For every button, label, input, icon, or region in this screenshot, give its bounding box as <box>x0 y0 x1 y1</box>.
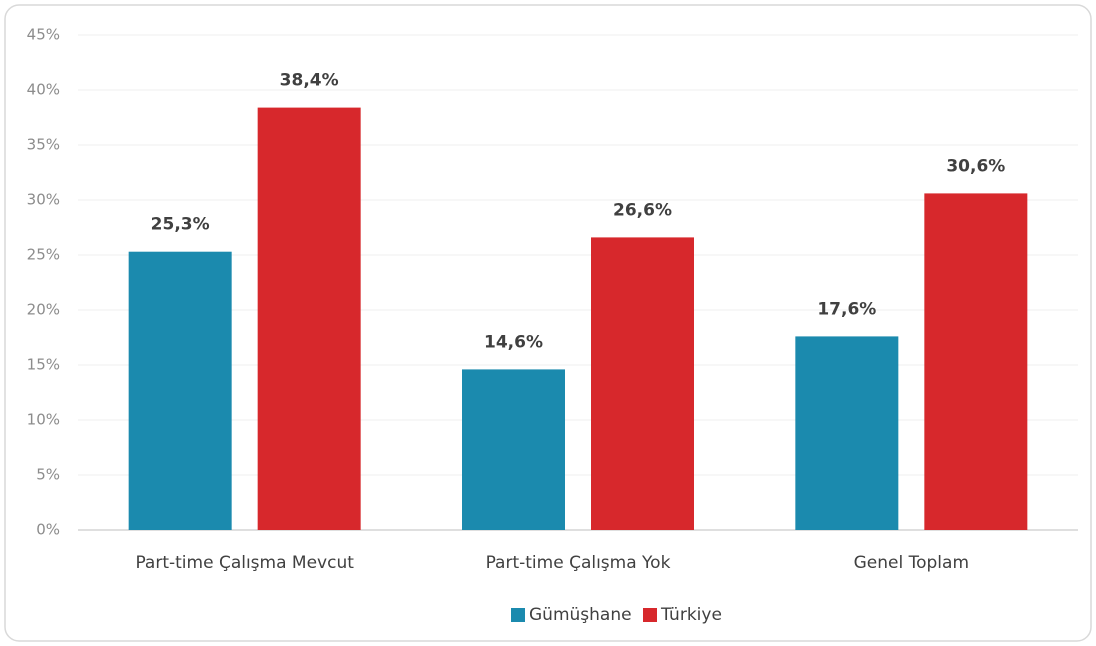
bar <box>462 369 565 530</box>
data-label: 14,6% <box>484 332 543 352</box>
bar <box>795 336 899 530</box>
bar <box>591 237 694 530</box>
x-tick-label: Genel Toplam <box>854 553 969 573</box>
x-tick-label: Part-time Çalışma Yok <box>486 553 671 573</box>
bar <box>257 107 361 530</box>
data-label: 17,6% <box>817 299 876 319</box>
y-tick-label: 10% <box>27 411 60 429</box>
y-tick-label: 25% <box>27 246 60 264</box>
legend-label: Gümüşhane <box>529 605 632 625</box>
data-label: 26,6% <box>613 200 672 220</box>
data-label: 38,4% <box>280 71 339 91</box>
y-tick-label: 40% <box>27 81 60 99</box>
legend-swatch <box>643 608 657 622</box>
y-tick-label: 35% <box>27 136 60 154</box>
x-tick-label: Part-time Çalışma Mevcut <box>135 553 354 573</box>
data-label: 30,6% <box>946 156 1005 176</box>
bar <box>128 251 232 530</box>
y-tick-label: 20% <box>27 301 60 319</box>
y-tick-label: 45% <box>27 26 60 44</box>
y-tick-label: 30% <box>27 191 60 209</box>
y-tick-label: 15% <box>27 356 60 374</box>
legend-swatch <box>511 608 525 622</box>
legend-label: Türkiye <box>660 605 722 625</box>
y-tick-label: 0% <box>36 521 60 539</box>
data-label: 25,3% <box>151 215 210 235</box>
y-tick-label: 5% <box>36 466 60 484</box>
bar <box>924 193 1028 530</box>
